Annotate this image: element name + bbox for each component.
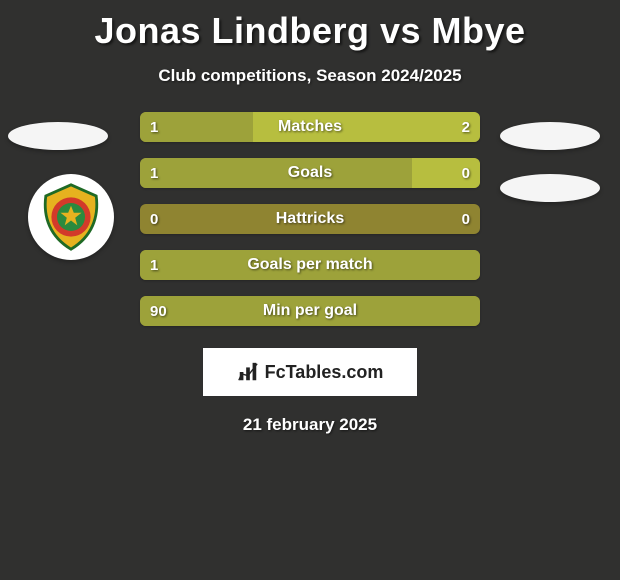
bar-left-fill <box>140 250 480 280</box>
brand-label: FcTables.com <box>265 362 384 383</box>
bar-right-value: 0 <box>462 204 470 234</box>
bar-right-fill <box>412 158 480 188</box>
player-right-badge-placeholder <box>500 122 600 150</box>
bar-row: 0 0Hattricks <box>140 204 480 234</box>
footer-date: 21 february 2025 <box>0 415 620 435</box>
player-left-badge-placeholder <box>8 122 108 150</box>
club-left-badge <box>28 174 114 260</box>
bar-row: 12Matches <box>140 112 480 142</box>
bar-chart-icon <box>237 361 259 383</box>
shield-icon <box>36 182 106 252</box>
brand-card: FcTables.com <box>202 347 418 397</box>
club-right-badge-placeholder <box>500 174 600 202</box>
comparison-bars: 12Matches 10Goals 0 0Hattricks 1Goals per ma… <box>140 112 480 342</box>
bar-row: 90Min per goal <box>140 296 480 326</box>
bar-left-fill <box>140 112 253 142</box>
bar-right-fill <box>253 112 480 142</box>
bar-left-fill <box>140 296 480 326</box>
comparison-area: 12Matches 10Goals 0 0Hattricks 1Goals per ma… <box>0 106 620 341</box>
bar-left-value: 0 <box>150 204 158 234</box>
bar-row: 1Goals per match <box>140 250 480 280</box>
bar-label: Hattricks <box>140 204 480 234</box>
page-title: Jonas Lindberg vs Mbye <box>0 0 620 52</box>
bar-row: 10Goals <box>140 158 480 188</box>
page-subtitle: Club competitions, Season 2024/2025 <box>0 66 620 86</box>
bar-left-fill <box>140 158 412 188</box>
